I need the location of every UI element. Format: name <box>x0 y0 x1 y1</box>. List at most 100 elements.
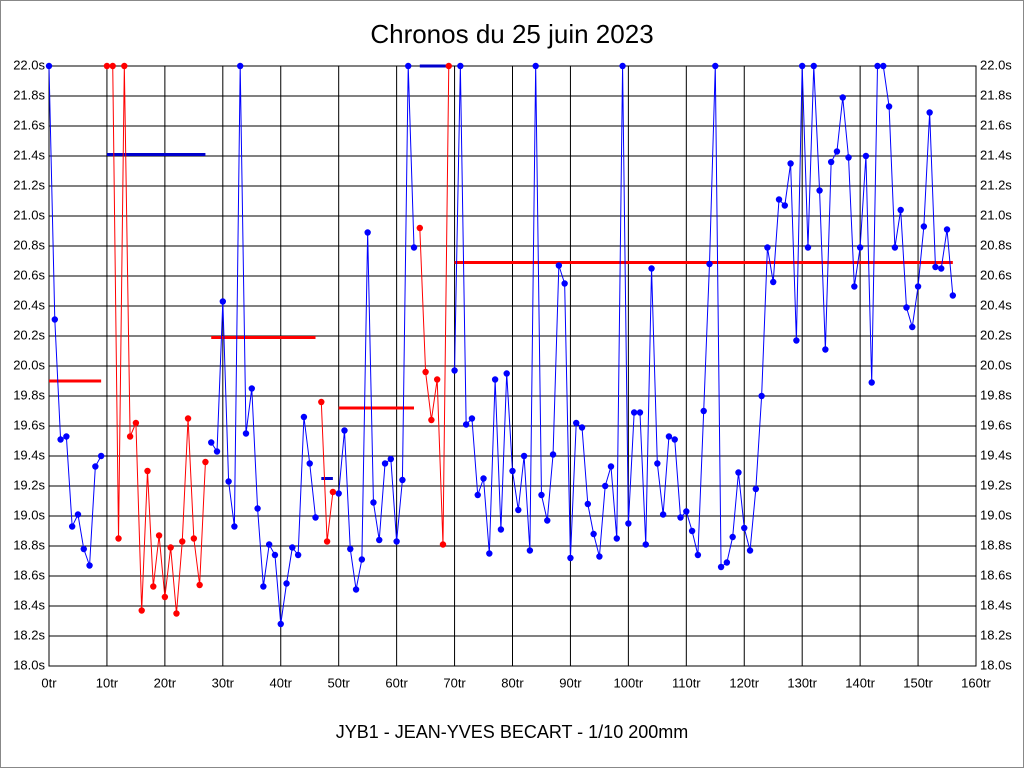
y-tick-label: 21.4s <box>13 147 45 162</box>
data-point <box>642 541 649 548</box>
data-point <box>816 187 823 194</box>
data-point <box>190 535 198 542</box>
data-point <box>851 283 858 290</box>
data-point <box>874 62 881 70</box>
data-point <box>700 407 707 415</box>
data-point <box>897 206 904 214</box>
data-point <box>196 581 203 589</box>
data-point <box>804 244 812 251</box>
y-tick-label: 18.8s <box>13 537 45 552</box>
y-tick-label-right: 19.0s <box>980 507 1012 522</box>
data-point <box>370 499 377 506</box>
y-tick-label: 21.8s <box>13 87 45 102</box>
data-point <box>735 469 742 476</box>
data-point <box>688 527 696 535</box>
data-point <box>694 551 702 559</box>
data-point <box>439 541 447 548</box>
data-point <box>677 514 684 521</box>
data-point <box>578 424 586 431</box>
data-point <box>932 263 939 271</box>
data-point <box>712 62 719 70</box>
x-tick-label: 30tr <box>212 675 235 690</box>
data-point <box>839 94 846 101</box>
x-tick-label: 90tr <box>559 675 582 690</box>
x-tick-label: 160tr <box>961 675 991 690</box>
data-point <box>225 478 232 485</box>
data-point <box>654 460 661 467</box>
data-point <box>538 491 545 499</box>
data-point <box>683 508 690 515</box>
data-point <box>306 460 313 467</box>
data-point <box>51 316 58 323</box>
data-point <box>202 458 209 466</box>
data-point <box>271 551 279 559</box>
data-point <box>706 260 713 268</box>
data-point <box>619 62 626 70</box>
y-tick-label-right: 21.0s <box>980 207 1012 222</box>
y-tick-label-right: 18.8s <box>980 537 1012 552</box>
x-tick-label: 110tr <box>672 675 701 690</box>
data-point <box>445 62 452 70</box>
data-point <box>231 523 238 530</box>
data-point <box>671 436 678 443</box>
data-point <box>625 520 632 527</box>
data-point <box>121 62 128 70</box>
plot-border <box>48 65 977 667</box>
y-tick-label: 19.8s <box>13 387 45 402</box>
y-tick-label-right: 18.2s <box>980 627 1012 642</box>
data-point <box>717 563 725 571</box>
data-point <box>138 607 145 614</box>
y-tick-label-right: 20.2s <box>980 327 1012 342</box>
data-point <box>526 547 534 554</box>
y-tick-label-right: 20.8s <box>980 237 1012 252</box>
data-point <box>515 506 522 514</box>
data-point <box>845 154 852 161</box>
data-point <box>856 244 864 251</box>
y-tick-label: 20.2s <box>13 327 45 342</box>
data-point <box>294 551 302 559</box>
data-point <box>659 511 667 518</box>
data-point <box>613 535 620 542</box>
chart-title: Chronos du 25 juin 2023 <box>370 19 653 49</box>
data-point <box>793 337 800 344</box>
y-tick-label-right: 20.4s <box>980 297 1012 312</box>
data-point <box>219 298 227 305</box>
data-point <box>798 62 806 70</box>
data-point <box>115 535 122 542</box>
data-point <box>376 536 383 544</box>
y-tick-label-right: 21.2s <box>980 177 1012 192</box>
y-tick-label-right: 20.0s <box>980 357 1012 372</box>
data-point <box>503 370 510 377</box>
data-point <box>260 583 267 590</box>
data-point <box>630 409 638 416</box>
data-point <box>57 436 64 443</box>
data-point <box>335 490 342 497</box>
data-point <box>68 523 76 530</box>
data-point <box>318 398 325 406</box>
y-tick-label-right: 21.6s <box>980 117 1012 132</box>
y-tick-label-right: 20.6s <box>980 267 1012 282</box>
data-point <box>399 476 406 484</box>
data-point <box>179 538 186 545</box>
data-point <box>480 475 487 482</box>
y-tick-label: 18.0s <box>13 657 45 672</box>
y-tick-label-right: 19.8s <box>980 387 1012 402</box>
data-point <box>938 265 945 272</box>
data-point <box>352 586 360 593</box>
data-point <box>602 482 609 490</box>
y-tick-label: 18.4s <box>13 597 45 612</box>
data-point <box>903 304 910 311</box>
data-point <box>520 452 528 460</box>
data-point <box>949 292 957 299</box>
y-tick-label-right: 21.4s <box>980 147 1012 162</box>
y-tick-label: 20.4s <box>13 297 45 312</box>
data-point <box>109 62 116 70</box>
y-tick-label: 18.6s <box>13 567 45 582</box>
data-point <box>833 148 841 155</box>
data-point <box>80 545 87 553</box>
y-tick-label-right: 19.2s <box>980 477 1012 492</box>
chart-footer: JYB1 - JEAN-YVES BECART - 1/10 200mm <box>336 722 688 742</box>
y-tick-label-right: 22.0s <box>980 57 1012 72</box>
data-point <box>347 545 354 553</box>
y-tick-label: 19.4s <box>13 447 45 462</box>
